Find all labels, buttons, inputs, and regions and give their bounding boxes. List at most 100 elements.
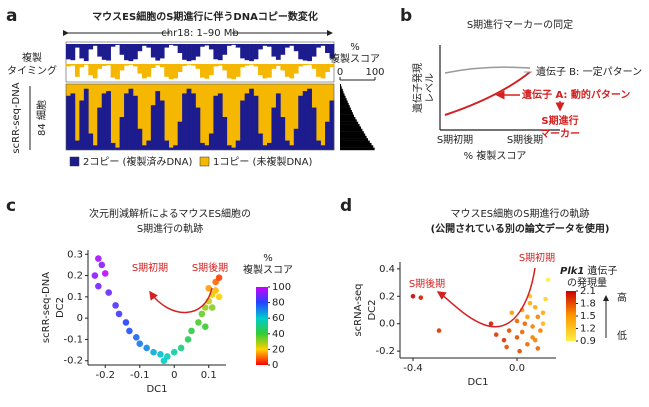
- annotation: S期初期: [132, 261, 168, 274]
- timing-early: [133, 44, 138, 60]
- colorbar: [256, 287, 268, 365]
- timing-early: [267, 44, 272, 47]
- timing-early: [83, 44, 89, 62]
- x-tick-label: -0.4: [403, 363, 423, 374]
- colorbar-tick-label: 2.1: [580, 286, 596, 297]
- timing-late: [204, 64, 210, 79]
- y-tick-label: 0.2: [379, 291, 395, 302]
- heatmap-cell: [191, 93, 196, 150]
- timing-early: [253, 44, 259, 60]
- score-label: %: [350, 42, 360, 53]
- heatmap-cell: [124, 93, 129, 150]
- colorbar-label: %: [263, 253, 273, 264]
- colorbar-tick-label: 60: [272, 313, 285, 324]
- timing-early: [302, 44, 308, 61]
- timing-late: [240, 64, 245, 68]
- timing-early: [200, 44, 205, 47]
- timing-late: [92, 64, 98, 79]
- point: [143, 344, 150, 352]
- heatmap-cell: [66, 95, 71, 150]
- heatmap-cell: [204, 145, 210, 150]
- heatmap-cell: [280, 117, 286, 150]
- heatmap-cell: [298, 95, 304, 150]
- timing-late: [208, 64, 214, 76]
- timing-late: [146, 64, 152, 77]
- heatmap-cell: [146, 140, 152, 150]
- heatmap-cell: [316, 140, 321, 150]
- score-bar: [340, 100, 348, 104]
- timing-late: [298, 64, 304, 67]
- heatmap-cell: [289, 145, 295, 150]
- colorbar-tick-label: 1.2: [580, 324, 596, 335]
- y-axis-label: DC2: [367, 299, 378, 320]
- timing-early: [217, 44, 223, 61]
- score-bar: [340, 114, 354, 118]
- timing-late: [284, 64, 290, 77]
- chart-title: マウスES細胞のS期進行に伴うDNAコピー数変化: [92, 10, 318, 23]
- point: [527, 300, 533, 306]
- score-bar: [340, 105, 350, 108]
- y-tick-label: 0.0: [379, 319, 395, 330]
- timing-early: [110, 44, 116, 47]
- timing-early: [262, 44, 268, 46]
- heatmap-cell: [262, 145, 268, 150]
- heatmap-cell: [119, 117, 125, 150]
- point: [506, 328, 512, 333]
- timing-late: [101, 64, 107, 66]
- heatmap-cell: [74, 140, 80, 150]
- point: [195, 319, 202, 326]
- timing-late: [195, 64, 201, 69]
- timing-late: [128, 64, 134, 65]
- timing-early: [226, 44, 232, 46]
- x-tick-label: 0.1: [201, 370, 217, 381]
- timing-late: [217, 64, 223, 66]
- score-tick-label: 100: [365, 67, 384, 78]
- timing-late: [293, 64, 299, 74]
- timing-early: [320, 44, 326, 46]
- timing-late: [133, 64, 138, 67]
- timing-late: [74, 64, 80, 77]
- timing-late: [141, 64, 147, 79]
- timing-late: [70, 64, 76, 66]
- timing-early: [101, 44, 107, 60]
- point: [514, 318, 520, 324]
- timing-late: [168, 64, 174, 80]
- timing-late: [280, 64, 286, 71]
- point: [170, 348, 178, 356]
- heatmap-cell: [244, 93, 250, 150]
- score-label: 複製スコア: [330, 52, 380, 65]
- heatmap-cell: [137, 128, 143, 150]
- chart-title: S期進行の軌跡: [137, 222, 203, 235]
- point: [115, 310, 123, 318]
- score-bar: [340, 84, 342, 87]
- timing-early: [204, 44, 210, 46]
- y-tick-label: 0.3: [67, 249, 83, 260]
- chart-title: マウスES細胞のS期進行の軌跡: [450, 207, 589, 220]
- heatmap-cell: [159, 100, 165, 150]
- score-bar: [340, 112, 353, 115]
- timing-early: [307, 44, 312, 62]
- timing-late: [258, 64, 263, 76]
- score-bar: [340, 88, 343, 92]
- point: [538, 328, 543, 333]
- point: [160, 357, 168, 365]
- point: [522, 321, 528, 327]
- score-bar: [340, 107, 351, 111]
- heatmap-cell: [164, 140, 170, 150]
- timing-early: [66, 44, 71, 60]
- heatmap-cell: [101, 93, 107, 150]
- point: [493, 332, 499, 337]
- timing-late: [191, 64, 196, 66]
- timing-early: [186, 44, 192, 62]
- timing-late: [244, 64, 250, 66]
- score-bar: [340, 117, 356, 120]
- timing-late: [329, 64, 335, 68]
- timing-early: [244, 44, 250, 61]
- timing-early: [150, 44, 156, 58]
- heatmap-cell: [253, 95, 259, 150]
- timing-early: [164, 44, 170, 48]
- timing-early: [159, 44, 165, 59]
- timing-early: [271, 44, 277, 57]
- y-tick-label: 0.1: [67, 292, 83, 303]
- timing-late: [249, 64, 254, 65]
